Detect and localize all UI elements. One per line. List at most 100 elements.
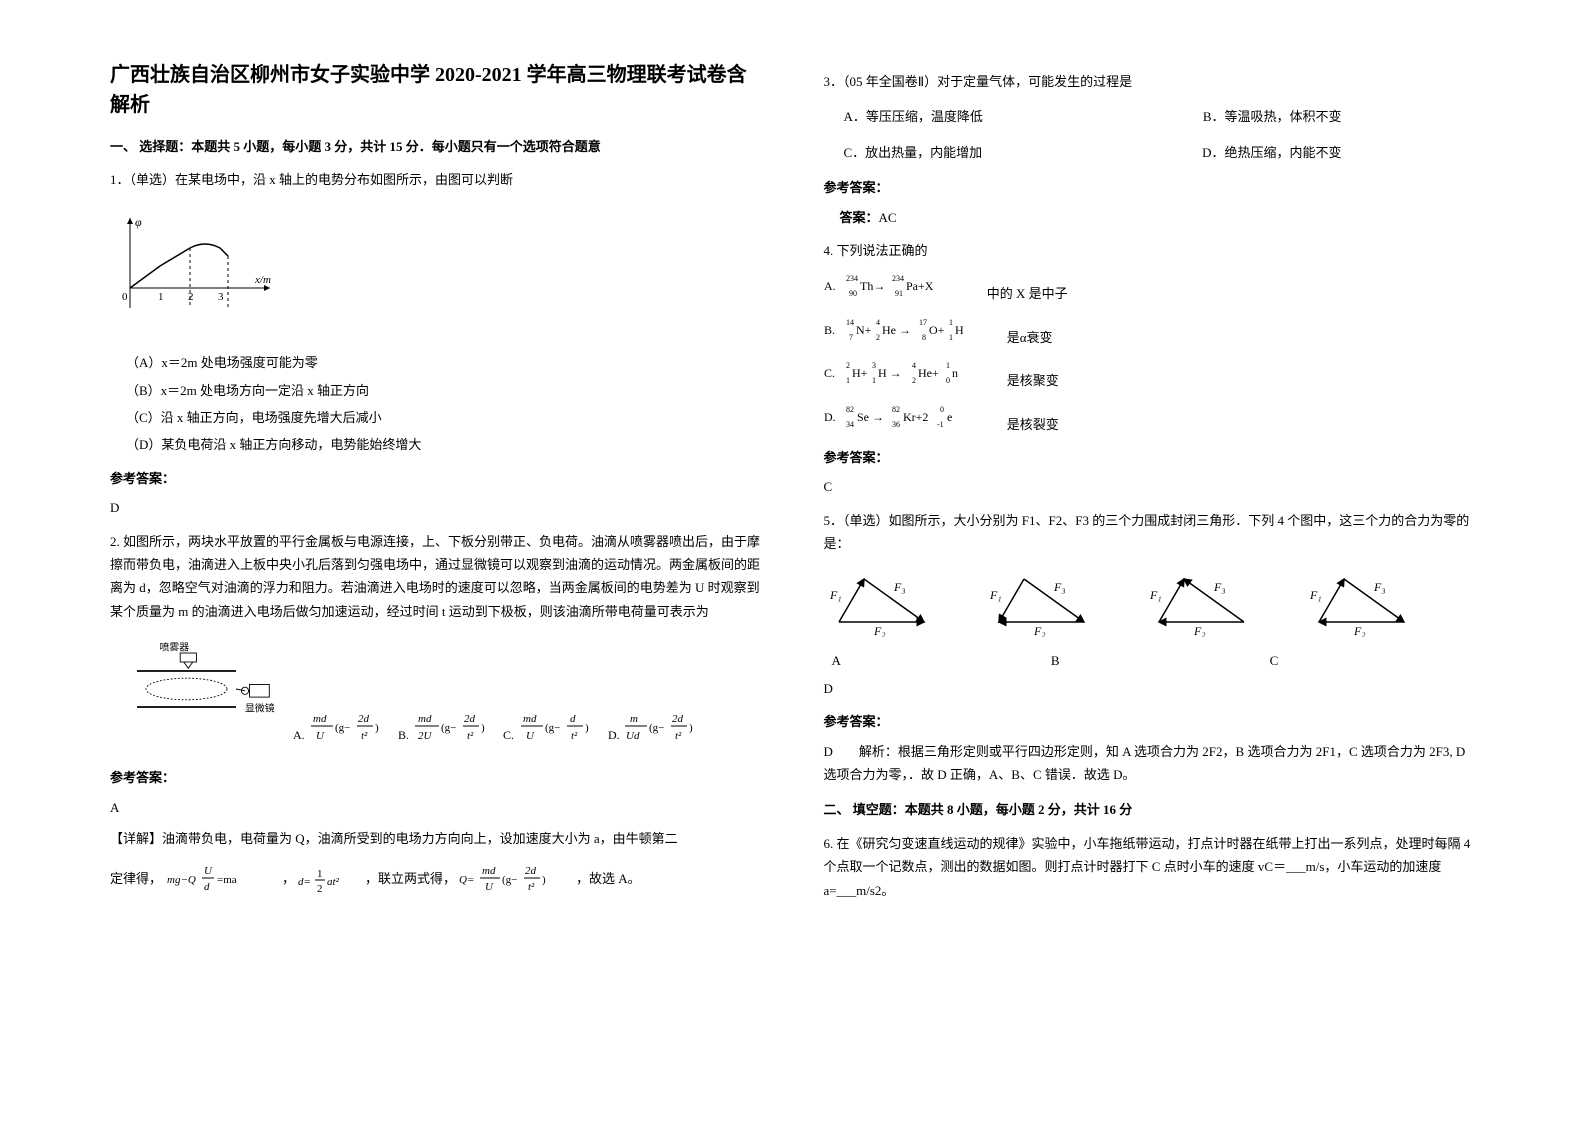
svg-text:t²: t² — [571, 730, 578, 742]
svg-text:H →: H → — [878, 366, 902, 380]
q3-answer-label: 参考答案： — [824, 176, 1478, 199]
svg-text:t²: t² — [528, 881, 535, 893]
svg-text:1: 1 — [317, 868, 323, 880]
q5-labelD: D — [824, 677, 1478, 700]
q2-formula-3: Q= md U (g− 2d t² ) — [456, 860, 576, 898]
svg-text:A.: A. — [293, 728, 305, 742]
svg-text:82: 82 — [846, 405, 854, 414]
svg-text:0: 0 — [940, 405, 944, 414]
q1-optB: （B）x＝2m 处电场方向一定沿 x 轴正方向 — [126, 379, 764, 402]
q5-triangles: F₁ F₃ F₂ F₁ F₃ F₂ F₁ F₃ F₂ — [824, 567, 1478, 637]
q4-text: 4. 下列说法正确的 — [824, 239, 1478, 262]
q5-labels: A B C — [832, 649, 1478, 672]
svg-text:at²: at² — [327, 876, 340, 888]
q2-comma1: ， — [282, 867, 295, 890]
triangle-D: F₁ F₃ F₂ — [1304, 567, 1424, 637]
triangle-C: F₁ F₃ F₂ — [1144, 567, 1264, 637]
q4-formula-D: D. 82 34 Se → 82 36 Kr+2 0 -1 e — [824, 401, 1004, 429]
svg-text:): ) — [375, 722, 379, 734]
svg-text:4: 4 — [912, 361, 916, 370]
svg-text:1: 1 — [846, 376, 850, 385]
svg-text:d: d — [570, 713, 576, 725]
svg-text:C.: C. — [824, 366, 835, 380]
svg-text:(g−: (g− — [335, 722, 350, 734]
q2-answer: A — [110, 796, 764, 819]
svg-text:Th→: Th→ — [860, 279, 885, 293]
svg-text:): ) — [542, 874, 546, 886]
svg-text:F₂: F₂ — [873, 624, 886, 637]
svg-text:17: 17 — [919, 318, 927, 327]
svg-text:-1: -1 — [937, 420, 944, 429]
svg-text:91: 91 — [895, 289, 903, 298]
question-5: 5．（单选）如图所示，大小分别为 F1、F2、F3 的三个力围成封闭三角形．下列… — [824, 509, 1478, 787]
svg-text:O+: O+ — [929, 323, 945, 337]
svg-text:md: md — [523, 713, 537, 725]
svg-text:U: U — [526, 730, 535, 742]
svg-text:1: 1 — [946, 361, 950, 370]
svg-text:F₂: F₂ — [1193, 624, 1206, 637]
q3-answer: 答案：AC — [840, 206, 1478, 229]
svg-text:e: e — [947, 410, 952, 424]
svg-text:mg−Q: mg−Q — [167, 874, 196, 886]
q4-optA-suffix: 中的 X 是中子 — [987, 286, 1068, 301]
svg-text:t²: t² — [675, 730, 682, 742]
svg-text:3: 3 — [218, 291, 224, 303]
svg-text:U: U — [316, 730, 325, 742]
section2-header: 二、 填空题：本题共 8 小题，每小题 2 分，共计 16 分 — [824, 798, 1478, 821]
q4-answer: C — [824, 475, 1478, 498]
svg-text:8: 8 — [922, 333, 926, 342]
svg-text:4: 4 — [876, 318, 880, 327]
svg-text:0: 0 — [122, 291, 128, 303]
svg-text:d: d — [204, 881, 210, 893]
svg-text:md: md — [313, 713, 327, 725]
triangle-A: F₁ F₃ F₂ — [824, 567, 944, 637]
q2-diagram: 喷雾器 显微镜 — [110, 639, 290, 739]
q4-optB: B. 14 7 N+ 4 2 He → 17 8 O+ 1 1 H 是α衰变 — [824, 314, 1478, 349]
svg-text:(g−: (g− — [649, 722, 664, 734]
svg-text:F₁: F₁ — [1149, 588, 1162, 602]
q1-optC: （C）沿 x 轴正方向，电场强度先增大后减小 — [126, 406, 764, 429]
q2-detail2: 定律得， — [110, 867, 162, 890]
svg-text:234: 234 — [846, 274, 858, 283]
svg-text:Se →: Se → — [857, 410, 884, 424]
svg-text:F₁: F₁ — [1309, 588, 1322, 602]
svg-text:2d: 2d — [672, 713, 684, 725]
q1-graph: φ x/m 0 1 2 3 — [110, 208, 290, 328]
svg-text:82: 82 — [892, 405, 900, 414]
svg-text:1: 1 — [949, 333, 953, 342]
svg-text:2: 2 — [912, 376, 916, 385]
svg-text:1: 1 — [158, 291, 164, 303]
question-6: 6. 在《研究匀变速直线运动的规律》实验中，小车拖纸带运动，打点计时器在纸带上打… — [824, 832, 1478, 902]
q2-detail3: ，联立两式得， — [365, 867, 456, 890]
q3-text: 3．（05 年全国卷Ⅱ）对于定量气体，可能发生的过程是 — [824, 70, 1478, 93]
microscope-label: 显微镜 — [245, 702, 275, 715]
q6-text: 6. 在《研究匀变速直线运动的规律》实验中，小车拖纸带运动，打点计时器在纸带上打… — [824, 832, 1478, 902]
q3-optB: B．等温吸热，体积不变 — [1203, 105, 1342, 128]
svg-text:md: md — [482, 865, 496, 877]
svg-text:A.: A. — [824, 279, 836, 293]
svg-text:x/m: x/m — [254, 274, 271, 286]
triangle-B: F₁ F₃ F₂ — [984, 567, 1104, 637]
svg-text:(g−: (g− — [441, 722, 456, 734]
q1-text: 1．（单选）在某电场中，沿 x 轴上的电势分布如图所示，由图可以判断 — [110, 168, 764, 191]
svg-text:2: 2 — [317, 883, 323, 895]
svg-text:2d: 2d — [464, 713, 476, 725]
q4-optA: A. 234 90 Th→ 234 91 Pa+X 中的 X 是中子 — [824, 270, 1478, 305]
question-2: 2. 如图所示，两块水平放置的平行金属板与电源连接，上、下板分别带正、负电荷。油… — [110, 530, 764, 898]
q2-text: 2. 如图所示，两块水平放置的平行金属板与电源连接，上、下板分别带正、负电荷。油… — [110, 530, 764, 624]
q1-optA: （A）x＝2m 处电场强度可能为零 — [126, 351, 764, 374]
q4-optD-suffix: 是核裂变 — [1007, 417, 1059, 432]
q3-row2: C．放出热量，内能增加 D．绝热压缩，内能不变 — [844, 141, 1478, 164]
svg-text:md: md — [418, 713, 432, 725]
q5-answer: D 解析：根据三角形定则或平行四边形定则，知 A 选项合力为 2F2，B 选项合… — [824, 740, 1478, 787]
q2-formula-1: mg−Q U d =ma — [162, 860, 282, 898]
svg-text:H: H — [955, 323, 964, 337]
svg-text:34: 34 — [846, 420, 854, 429]
svg-text:0: 0 — [946, 376, 950, 385]
svg-text:2: 2 — [876, 333, 880, 342]
q4-formula-A: A. 234 90 Th→ 234 91 Pa+X — [824, 270, 984, 298]
svg-text:Q=: Q= — [459, 874, 474, 886]
svg-text:H+: H+ — [852, 366, 868, 380]
q4-optC: C. 2 1 H+ 3 1 H → 4 2 He+ 1 0 n 是核聚变 — [824, 357, 1478, 392]
svg-text:14: 14 — [846, 318, 854, 327]
